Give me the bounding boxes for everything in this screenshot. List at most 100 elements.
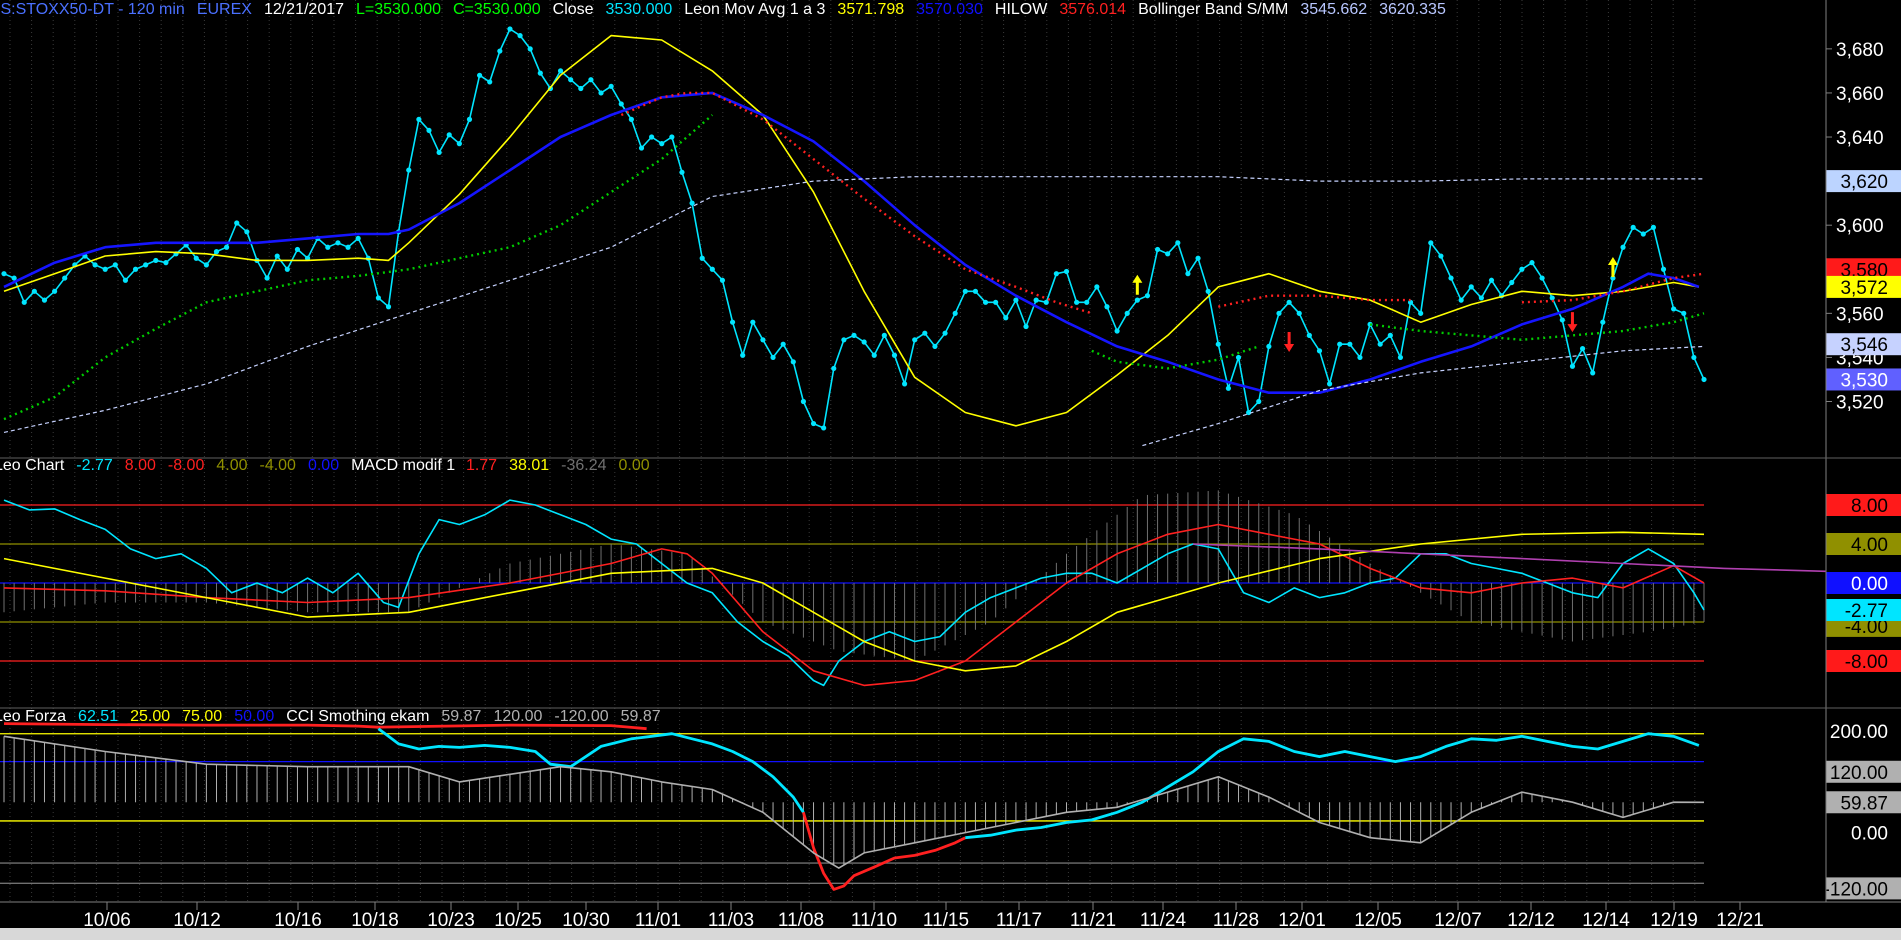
data-point: [932, 343, 938, 350]
data-point: [143, 262, 149, 268]
series-line: [3, 91, 1700, 394]
value-tag-label: 3,530: [1840, 370, 1888, 391]
data-point: [962, 288, 968, 294]
signal-arrow-up: [1132, 274, 1143, 295]
series-line: [3, 34, 1700, 427]
data-point: [345, 244, 351, 250]
data-point: [426, 127, 432, 134]
x-tick-label: 11/24: [1140, 910, 1187, 931]
data-point: [1407, 299, 1414, 305]
value-tag-label: 0.00: [1851, 574, 1888, 595]
value-tag-label: 3,546: [1840, 335, 1888, 356]
data-point: [993, 299, 999, 305]
value-tag: [1826, 275, 1901, 298]
value-tag: [1826, 599, 1901, 622]
series-line: [377, 727, 805, 814]
data-point: [507, 26, 513, 32]
data-point: [436, 149, 442, 156]
data-point: [1023, 323, 1029, 330]
header-value: 3576.014: [1059, 1, 1126, 18]
y-tick-label: 3,600: [1836, 216, 1884, 237]
x-tick-label: 10/06: [83, 910, 131, 931]
data-point: [1590, 370, 1596, 376]
header-value: 3620.335: [1379, 1, 1446, 18]
price-panel[interactable]: 3,6803,6603,6403,6203,6003,5803,5603,540…: [1, 26, 1901, 447]
header-value: EUREX: [197, 1, 252, 18]
header-value: -2.77: [76, 457, 113, 474]
data-point: [1640, 231, 1646, 237]
value-tag-label: -120.00: [1824, 879, 1888, 900]
data-point: [1296, 310, 1302, 316]
data-point: [1205, 288, 1211, 294]
header-value: Leo Forza: [0, 708, 66, 725]
signal-arrow-down: [1567, 312, 1578, 333]
data-point: [21, 299, 27, 305]
data-point: [1691, 354, 1697, 361]
header-value: 62.51: [78, 708, 118, 725]
header-value: C=3530.000: [453, 1, 541, 18]
data-point: [1195, 255, 1201, 261]
data-point: [942, 330, 948, 336]
data-point: [385, 304, 392, 310]
data-point: [1428, 240, 1434, 246]
value-tag: [1826, 572, 1901, 594]
data-point: [557, 68, 564, 74]
data-point: [1266, 343, 1272, 350]
data-point: [1114, 328, 1120, 334]
data-point: [1660, 266, 1667, 272]
header-value: 12/21/2017: [264, 1, 344, 18]
y-tick-label: 3,520: [1836, 393, 1884, 414]
data-point: [1448, 275, 1454, 281]
series-line: [802, 811, 966, 891]
series-line: [3, 735, 1705, 869]
data-point: [517, 33, 523, 39]
data-point: [1671, 306, 1677, 312]
data-point: [1650, 224, 1657, 230]
data-point: [831, 365, 837, 372]
data-point: [325, 244, 331, 250]
data-point: [537, 70, 543, 76]
value-tag-label: 8.00: [1851, 496, 1888, 517]
data-point: [1084, 299, 1090, 305]
data-point: [1124, 310, 1130, 316]
signal-arrow-up: [1607, 257, 1618, 278]
data-point: [1620, 244, 1626, 250]
data-point: [871, 352, 877, 358]
data-point: [1681, 310, 1687, 316]
leo-chart-panel[interactable]: 8.00 4.00 0.00 -4.00-2.77 -8.00: [0, 490, 1901, 687]
header-value: Leon Mov Avg 1 a 3: [684, 1, 825, 18]
panel-header: Leo Forza 62.51 25.00 75.00 50.00 CCI Smothin…: [0, 708, 661, 725]
signal-arrow-down: [1284, 332, 1295, 352]
data-point: [41, 297, 48, 303]
value-tag: [1826, 760, 1901, 783]
data-point: [709, 266, 715, 272]
data-point: [1175, 240, 1181, 246]
data-point: [1185, 271, 1191, 277]
data-point: [1104, 304, 1110, 310]
data-point: [1286, 299, 1292, 305]
value-tag-label: 200.00: [1830, 722, 1888, 743]
data-point: [132, 266, 139, 272]
data-point: [760, 337, 766, 343]
data-point: [1529, 260, 1535, 266]
data-point: [1003, 315, 1009, 321]
leo-forza-panel[interactable]: 200.00 120.00 59.87 0.00 -120.00: [0, 720, 1901, 900]
value-tag-label: -4.00: [1845, 617, 1888, 638]
header-value: Close: [553, 1, 594, 18]
value-tag-label: 3,572: [1840, 278, 1888, 299]
data-point: [1630, 224, 1636, 230]
data-point: [51, 288, 58, 294]
data-point: [1701, 376, 1707, 383]
x-tick-label: 12/19: [1650, 910, 1698, 931]
x-tick-label: 11/17: [996, 910, 1042, 931]
header-value: 75.00: [182, 708, 222, 725]
header-value: L=3530.000: [356, 1, 441, 18]
value-tag-label: -8.00: [1845, 652, 1888, 673]
series-line: [3, 523, 1705, 687]
data-point: [1377, 341, 1383, 347]
data-point: [1397, 354, 1404, 361]
data-point: [719, 277, 726, 283]
data-point: [153, 257, 159, 264]
data-point: [1478, 295, 1484, 301]
header-value: 3571.798: [837, 1, 904, 18]
